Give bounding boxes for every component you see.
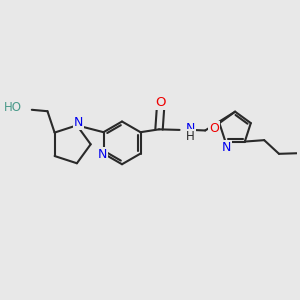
Text: H: H <box>186 130 195 143</box>
Text: O: O <box>155 96 166 109</box>
Text: N: N <box>186 122 195 135</box>
Text: O: O <box>209 122 219 135</box>
Text: HO: HO <box>4 101 22 114</box>
Text: N: N <box>98 148 107 161</box>
Text: N: N <box>222 141 232 154</box>
Text: N: N <box>74 116 83 129</box>
